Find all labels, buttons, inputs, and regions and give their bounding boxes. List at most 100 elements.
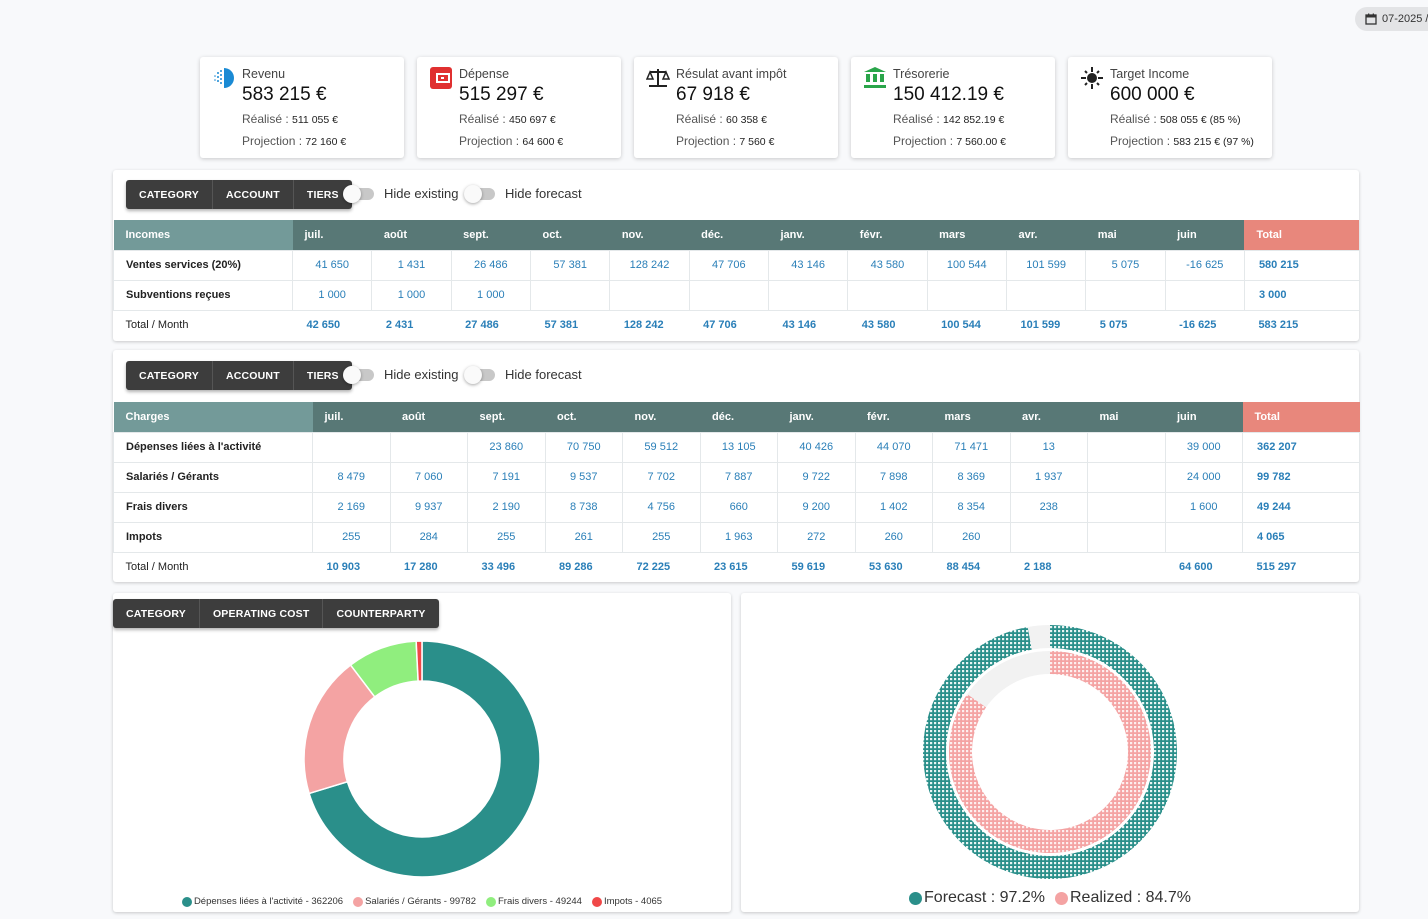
cell-value[interactable]: 284: [389, 521, 468, 553]
date-range-picker[interactable]: 07-2025 /: [1355, 7, 1428, 31]
cell-value[interactable]: 255: [622, 521, 701, 553]
toggle-switch[interactable]: [343, 184, 374, 203]
cell-value[interactable]: 260: [854, 521, 933, 553]
hide-existing-toggle[interactable]: Hide existing: [343, 365, 458, 384]
cell-value[interactable]: 128 242: [609, 249, 690, 281]
toggle-switch[interactable]: [343, 365, 374, 384]
cell-value[interactable]: 41 650: [291, 249, 373, 281]
cell-value[interactable]: 1 402: [854, 491, 933, 523]
cell-value[interactable]: 255: [312, 521, 391, 553]
cell-value[interactable]: 26 486: [450, 249, 531, 281]
cell-value[interactable]: 261: [544, 521, 623, 553]
cell-value[interactable]: 24 000: [1164, 461, 1243, 493]
cell-value[interactable]: 1 000: [371, 279, 452, 311]
donut-slice-1[interactable]: [303, 664, 376, 795]
header-month: mai: [1087, 402, 1165, 432]
cell-value[interactable]: 13: [1009, 431, 1088, 463]
revenue-icon: [212, 66, 236, 90]
cell-value[interactable]: 8 369: [932, 461, 1011, 493]
cell-value[interactable]: 71 471: [932, 431, 1011, 463]
row-total: 4 065: [1242, 521, 1360, 553]
header-month: déc.: [700, 402, 778, 432]
header-month: févr.: [847, 220, 928, 250]
group-by-tiers-button[interactable]: TIERS: [306, 188, 339, 201]
cell-value[interactable]: 1 000: [450, 279, 531, 311]
group-by-category-button[interactable]: CATEGORY: [126, 361, 213, 390]
cell-value[interactable]: 9 722: [777, 461, 856, 493]
cell-value[interactable]: 100 544: [926, 249, 1007, 281]
group-by-category-button[interactable]: CATEGORY: [126, 180, 213, 209]
charges-table: Charges juil. août sept. oct. nov. déc. janv. fé…: [113, 402, 1360, 582]
cell-value[interactable]: 7 898: [854, 461, 933, 493]
cell-value[interactable]: 9 537: [544, 461, 623, 493]
cell-value[interactable]: 8 354: [932, 491, 1011, 523]
cell-value[interactable]: 660: [699, 491, 778, 523]
cell-value[interactable]: 255: [467, 521, 546, 553]
cell-value[interactable]: 47 706: [688, 249, 769, 281]
legend-item[interactable]: Forecast : 97.2%: [909, 889, 1045, 907]
cell-value[interactable]: 13 105: [699, 431, 778, 463]
cell-value[interactable]: -16 625: [1164, 249, 1245, 281]
toggle-switch[interactable]: [464, 365, 495, 384]
group-by-tiers-button[interactable]: TIERS: [306, 369, 339, 382]
cell-value[interactable]: 7 887: [699, 461, 778, 493]
cell-value[interactable]: 23 860: [467, 431, 546, 463]
total-row: Total / Month 10 903 17 280 33 496 89 286 72 …: [114, 552, 1360, 582]
donut-slice-0[interactable]: [308, 640, 541, 878]
group-by-account-button[interactable]: ACCOUNT: [213, 180, 294, 209]
cell-value[interactable]: 2 190: [467, 491, 546, 523]
cell-value[interactable]: 101 599: [1005, 249, 1087, 281]
kpi-value: 150 412.19 €: [893, 84, 1004, 105]
grand-total: 583 215: [1258, 319, 1299, 332]
legend-marker: [909, 891, 923, 905]
donut-slice-3[interactable]: [415, 640, 423, 682]
cell-value[interactable]: 272: [777, 521, 856, 553]
cell-value[interactable]: 70 750: [544, 431, 623, 463]
cell-value[interactable]: 40 426: [777, 431, 856, 463]
cell-value[interactable]: 2 169: [312, 491, 391, 523]
hide-forecast-toggle[interactable]: Hide forecast: [464, 365, 582, 384]
chart-category-button[interactable]: CATEGORY: [113, 599, 200, 628]
group-by-account-button[interactable]: ACCOUNT: [213, 361, 294, 390]
cell-value[interactable]: 59 512: [622, 431, 701, 463]
cell-value[interactable]: 260: [932, 521, 1011, 553]
cell-value[interactable]: 7 191: [467, 461, 546, 493]
cell-value[interactable]: 5 075: [1085, 249, 1166, 281]
month-total: 72 225: [636, 561, 671, 574]
grouping-switcher: CATEGORY ACCOUNT TIERS: [126, 180, 352, 209]
chart-operating-cost-button[interactable]: OPERATING COST: [200, 599, 324, 628]
cell-value[interactable]: 1 600: [1164, 491, 1243, 523]
cell-value[interactable]: 1 963: [699, 521, 778, 553]
cell-value[interactable]: 1 937: [1009, 461, 1088, 493]
table-header: Incomes juil. août sept. oct. nov. déc. janv. fé…: [113, 220, 1360, 250]
cell-value[interactable]: 1 431: [371, 249, 452, 281]
grouping-switcher: CATEGORY ACCOUNT TIERS: [126, 361, 352, 390]
toggle-switch[interactable]: [464, 184, 495, 203]
cell-value[interactable]: 1 000: [291, 279, 373, 311]
table-row: Frais divers 2 169 9 937 2 190 8 738 4 756 660…: [113, 491, 1360, 523]
header-month: oct.: [545, 402, 623, 432]
cell-value[interactable]: 9 200: [777, 491, 856, 523]
month-total: 53 630: [869, 561, 903, 574]
cell-value[interactable]: 43 580: [847, 249, 928, 281]
cell-value[interactable]: 57 381: [529, 249, 611, 281]
cell-value[interactable]: 44 070: [854, 431, 933, 463]
cell-value[interactable]: 9 937: [389, 491, 468, 523]
legend-item[interactable]: Salariés / Gérants - 99782: [353, 896, 476, 907]
legend-item[interactable]: Dépenses liées à l'activité - 362206: [181, 896, 343, 907]
cell-value[interactable]: 43 146: [767, 249, 849, 281]
hide-existing-toggle[interactable]: Hide existing: [343, 184, 458, 203]
cell-value[interactable]: 238: [1009, 491, 1088, 523]
cell-value[interactable]: 8 479: [312, 461, 391, 493]
cell-value[interactable]: 39 000: [1164, 431, 1243, 463]
cell-value[interactable]: 8 738: [544, 491, 623, 523]
cell-value[interactable]: 7 702: [622, 461, 701, 493]
chart-counterparty-button[interactable]: COUNTERPARTY: [336, 607, 426, 620]
legend-item[interactable]: Frais divers - 49244: [486, 896, 582, 907]
legend-item[interactable]: Impots - 4065: [591, 896, 662, 907]
cell-value[interactable]: 7 060: [389, 461, 468, 493]
cell-value[interactable]: 4 756: [622, 491, 701, 523]
header-month: juil.: [292, 220, 372, 250]
legend-item[interactable]: Realized : 84.7%: [1054, 889, 1191, 907]
hide-forecast-toggle[interactable]: Hide forecast: [464, 184, 582, 203]
